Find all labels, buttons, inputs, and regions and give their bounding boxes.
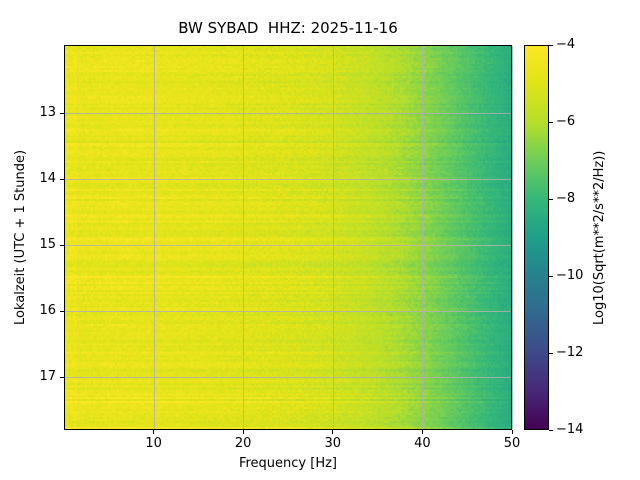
- spectrogram-canvas: [65, 46, 511, 429]
- colorbar-tick-mark: [549, 429, 553, 431]
- colorbar-tick-label: −14: [556, 422, 584, 437]
- x-tick-label: 20: [234, 436, 252, 451]
- colorbar-tick-label: −10: [556, 268, 584, 283]
- y-tick-label: 17: [39, 369, 56, 385]
- colorbar-tick-label: −6: [556, 114, 576, 129]
- colorbar-tick-mark: [549, 198, 553, 200]
- x-tick-mark: [511, 430, 513, 434]
- y-tick-label: 15: [39, 237, 56, 253]
- x-tick-mark: [421, 430, 423, 434]
- colorbar-tick-mark: [549, 121, 553, 123]
- x-tick-label: 10: [145, 436, 162, 451]
- y-tick-label: 16: [39, 303, 56, 319]
- x-axis-label: Frequency [Hz]: [238, 456, 338, 471]
- spectrogram-plot: [64, 45, 513, 430]
- x-tick-label: 40: [414, 436, 431, 451]
- colorbar-label: Log10(Sqrt(m**2/s**2/Hz)): [592, 150, 607, 325]
- x-gridline: [512, 46, 513, 429]
- x-tick-mark: [242, 430, 244, 434]
- colorbar-tick-label: −8: [556, 191, 576, 206]
- x-tick-label: 30: [324, 436, 342, 451]
- colorbar-tick-mark: [549, 352, 553, 354]
- y-tick-label: 13: [39, 105, 56, 121]
- y-tick-mark: [60, 376, 64, 378]
- x-tick-mark: [332, 430, 334, 434]
- chart-title: BW SYBAD HHZ: 2025-11-16: [178, 19, 398, 37]
- y-tick-mark: [60, 112, 64, 114]
- colorbar-tick-mark: [549, 275, 553, 277]
- colorbar-tick-mark: [549, 44, 553, 46]
- y-tick-label: 14: [39, 171, 56, 187]
- x-tick-label: 50: [503, 436, 521, 451]
- y-tick-mark: [60, 310, 64, 312]
- y-tick-mark: [60, 178, 64, 180]
- y-tick-mark: [60, 244, 64, 246]
- x-tick-mark: [153, 430, 155, 434]
- colorbar-tick-label: −4: [556, 37, 576, 52]
- colorbar-tick-label: −12: [556, 345, 584, 360]
- colorbar: [524, 45, 549, 430]
